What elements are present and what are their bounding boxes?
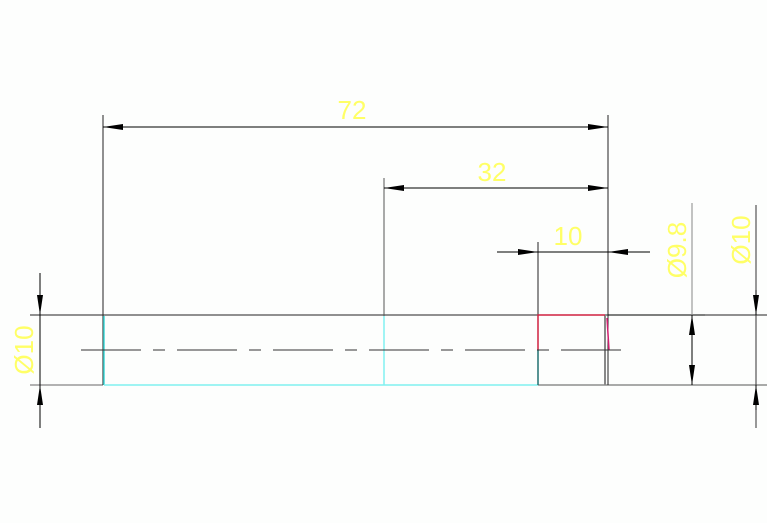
left-diameter-text: Ø10 — [9, 325, 39, 374]
dimension-32-text: 32 — [478, 157, 507, 187]
dimension-72-text: 72 — [338, 95, 367, 125]
dimension-left-diameter: Ø10 — [9, 273, 43, 428]
dimension-10: 10 — [497, 221, 650, 255]
red-chamfer-edge — [537, 314, 605, 350]
dimension-10-text: 10 — [554, 221, 583, 251]
groove-diameter-text: Ø9.8 — [662, 222, 692, 278]
dimension-groove-diameter: Ø9.8 — [608, 203, 705, 385]
dimension-right-diameter: Ø10 — [726, 205, 759, 428]
right-diameter-text: Ø10 — [726, 215, 756, 264]
dimension-72: 72 — [103, 95, 608, 130]
dimension-32: 32 — [384, 157, 608, 191]
colored-edges — [103, 314, 610, 386]
shaft-outline — [30, 115, 767, 386]
magenta-edge — [606, 317, 610, 351]
